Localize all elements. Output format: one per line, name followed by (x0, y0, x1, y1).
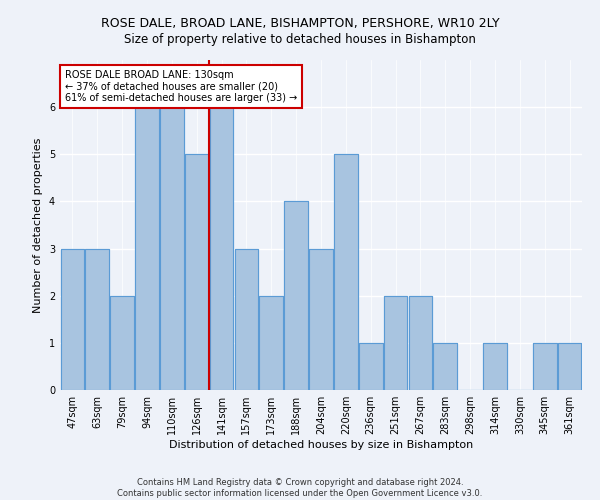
Bar (110, 296, 134, 390)
Y-axis label: Number of detached properties: Number of detached properties (34, 138, 43, 312)
Bar (160, 107, 184, 390)
Bar (135, 107, 159, 390)
Bar (284, 202, 308, 390)
Bar (309, 248, 333, 390)
Bar (135, 107, 159, 390)
Bar (185, 154, 209, 390)
Text: Contains HM Land Registry data © Crown copyright and database right 2024.
Contai: Contains HM Land Registry data © Crown c… (118, 478, 482, 498)
Bar (210, 107, 233, 390)
Bar (309, 248, 333, 390)
Bar (359, 343, 383, 390)
Bar (433, 343, 457, 390)
Bar (533, 343, 557, 390)
Bar (85, 248, 109, 390)
Bar (110, 296, 134, 390)
Bar (334, 154, 358, 390)
Bar (384, 296, 407, 390)
Text: ROSE DALE, BROAD LANE, BISHAMPTON, PERSHORE, WR10 2LY: ROSE DALE, BROAD LANE, BISHAMPTON, PERSH… (101, 18, 499, 30)
Bar (533, 343, 557, 390)
Bar (235, 248, 258, 390)
Bar (259, 296, 283, 390)
X-axis label: Distribution of detached houses by size in Bishampton: Distribution of detached houses by size … (169, 440, 473, 450)
Text: ROSE DALE BROAD LANE: 130sqm
← 37% of detached houses are smaller (20)
61% of se: ROSE DALE BROAD LANE: 130sqm ← 37% of de… (65, 70, 298, 103)
Bar (259, 296, 283, 390)
Bar (558, 343, 581, 390)
Bar (483, 343, 507, 390)
Bar (334, 154, 358, 390)
Bar (185, 154, 209, 390)
Bar (483, 343, 507, 390)
Bar (384, 296, 407, 390)
Bar (235, 248, 258, 390)
Bar (433, 343, 457, 390)
Bar (85, 248, 109, 390)
Bar (409, 296, 432, 390)
Bar (284, 202, 308, 390)
Bar (558, 343, 581, 390)
Bar (61, 248, 84, 390)
Bar (210, 107, 233, 390)
Bar (359, 343, 383, 390)
Bar (160, 107, 184, 390)
Bar (61, 248, 84, 390)
Text: Size of property relative to detached houses in Bishampton: Size of property relative to detached ho… (124, 32, 476, 46)
Bar (409, 296, 432, 390)
